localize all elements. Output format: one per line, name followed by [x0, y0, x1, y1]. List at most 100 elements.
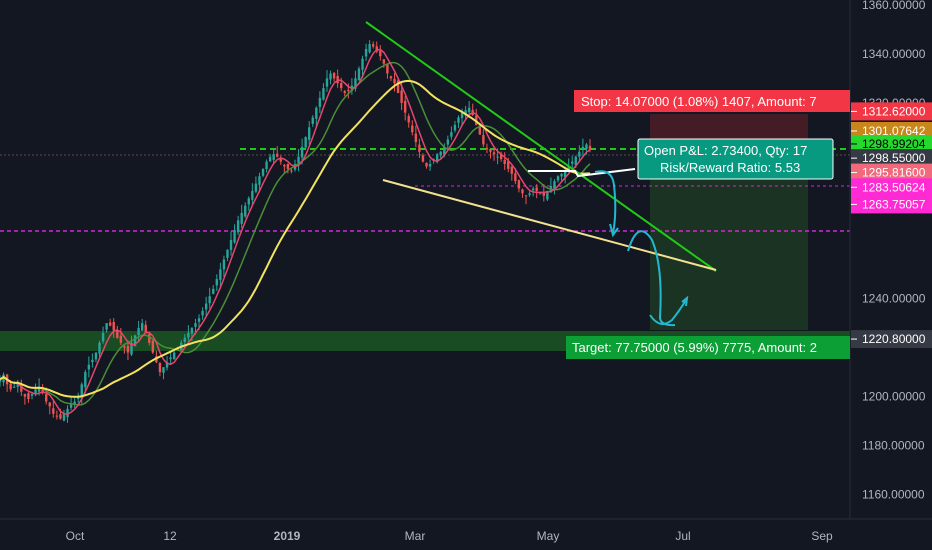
- forecast-path: [594, 170, 689, 327]
- time-axis[interactable]: Oct 12 2019 Mar May Jul Sep: [0, 518, 932, 543]
- price-tick-label: 1160.00000: [862, 488, 925, 502]
- time-tick-label: Sep: [811, 529, 833, 543]
- candle: [375, 41, 378, 54]
- candle: [87, 356, 91, 378]
- stop-label: Stop: 14.07000 (1.08%) 1407, Amount: 7: [581, 94, 817, 109]
- price-tick-label: 1180.00000: [862, 439, 925, 453]
- candle: [425, 162, 428, 169]
- candle: [258, 172, 261, 193]
- price-badge: 1312.62000: [851, 102, 932, 121]
- candle: [126, 340, 130, 360]
- candle: [475, 108, 478, 126]
- candle: [315, 106, 318, 127]
- candle: [571, 155, 574, 170]
- candle: [514, 168, 517, 185]
- candle: [361, 55, 364, 79]
- candle: [318, 91, 322, 113]
- candle: [219, 262, 222, 287]
- price-badge-label: 1298.55000: [862, 151, 926, 165]
- candle: [364, 43, 368, 62]
- candle: [329, 70, 332, 85]
- candle: [62, 409, 66, 422]
- candle: [244, 202, 247, 218]
- candle: [101, 326, 105, 344]
- price-badge: 1220.80000: [851, 330, 932, 349]
- candle: [158, 362, 162, 377]
- candle: [226, 249, 229, 262]
- price-badge-label: 1301.07642: [862, 124, 926, 138]
- candle: [379, 45, 382, 61]
- candle: [389, 75, 393, 81]
- candle: [130, 335, 133, 356]
- candle: [499, 151, 503, 162]
- candle: [52, 400, 55, 418]
- candle: [140, 318, 144, 332]
- candle: [108, 318, 112, 327]
- yellow-moving-average: [0, 79, 591, 398]
- candle: [563, 166, 567, 184]
- candle: [30, 392, 34, 400]
- price-tick-label: 1200.00000: [862, 390, 926, 404]
- candle: [382, 59, 386, 68]
- candle: [343, 89, 346, 97]
- candle: [578, 145, 581, 162]
- price-badge: 1298.99204: [851, 134, 932, 153]
- stop-label-box: Stop: 14.07000 (1.08%) 1407, Amount: 7: [574, 90, 850, 112]
- candle: [247, 196, 250, 211]
- candle: [27, 392, 30, 403]
- candle: [148, 332, 151, 346]
- target-label-box: Target: 77.75000 (5.99%) 7775, Amount: 2: [566, 336, 850, 359]
- upper-trendline: [365, 21, 717, 272]
- candle: [407, 113, 410, 128]
- risk-reward-label: Risk/Reward Ratio: 5.53: [660, 160, 800, 175]
- candle: [172, 349, 176, 360]
- price-badge-label: 1283.50624: [862, 180, 926, 194]
- candle: [414, 125, 418, 148]
- candle: [332, 71, 336, 82]
- candle: [403, 96, 407, 121]
- candle: [453, 120, 457, 133]
- candle: [261, 168, 265, 178]
- pnl-label-box: Open P&L: 2.73400, Qty: 17 Risk/Reward R…: [637, 138, 834, 180]
- time-tick-label: Oct: [66, 529, 85, 543]
- candle: [485, 143, 489, 154]
- candle: [450, 126, 453, 140]
- price-badges: 1312.62000 1301.076421298.992041298.55000…: [851, 102, 932, 349]
- lower-trendline: [382, 179, 717, 271]
- price-tick-label: 1360.00000: [862, 0, 926, 12]
- candle: [119, 328, 123, 346]
- candle: [286, 163, 290, 174]
- candle: [446, 135, 450, 149]
- candle: [229, 231, 233, 256]
- candle: [521, 188, 524, 198]
- candle: [23, 393, 27, 405]
- candle: [204, 296, 208, 318]
- candle: [233, 224, 236, 244]
- candle: [489, 148, 492, 159]
- price-tick-label: 1240.00000: [862, 292, 926, 306]
- candle: [311, 115, 314, 127]
- candle: [80, 382, 83, 405]
- candle: [492, 146, 496, 161]
- candle: [510, 165, 514, 181]
- candle: [556, 175, 560, 183]
- open-pnl-label: Open P&L: 2.73400, Qty: 17: [644, 143, 807, 158]
- candle: [268, 153, 272, 162]
- price-badge: 1263.75057: [851, 195, 932, 214]
- candle: [283, 163, 286, 173]
- candle: [457, 115, 460, 129]
- candle: [215, 274, 219, 291]
- candle: [55, 410, 59, 420]
- candle: [0, 375, 2, 387]
- time-tick-label: May: [537, 529, 560, 543]
- candle: [325, 70, 329, 92]
- candle: [144, 320, 147, 334]
- candle: [503, 152, 506, 170]
- candle: [208, 287, 211, 309]
- candle: [137, 320, 140, 343]
- price-badge: 1283.50624: [851, 178, 932, 197]
- candle: [553, 179, 556, 195]
- candle: [354, 70, 357, 92]
- candle: [212, 285, 215, 295]
